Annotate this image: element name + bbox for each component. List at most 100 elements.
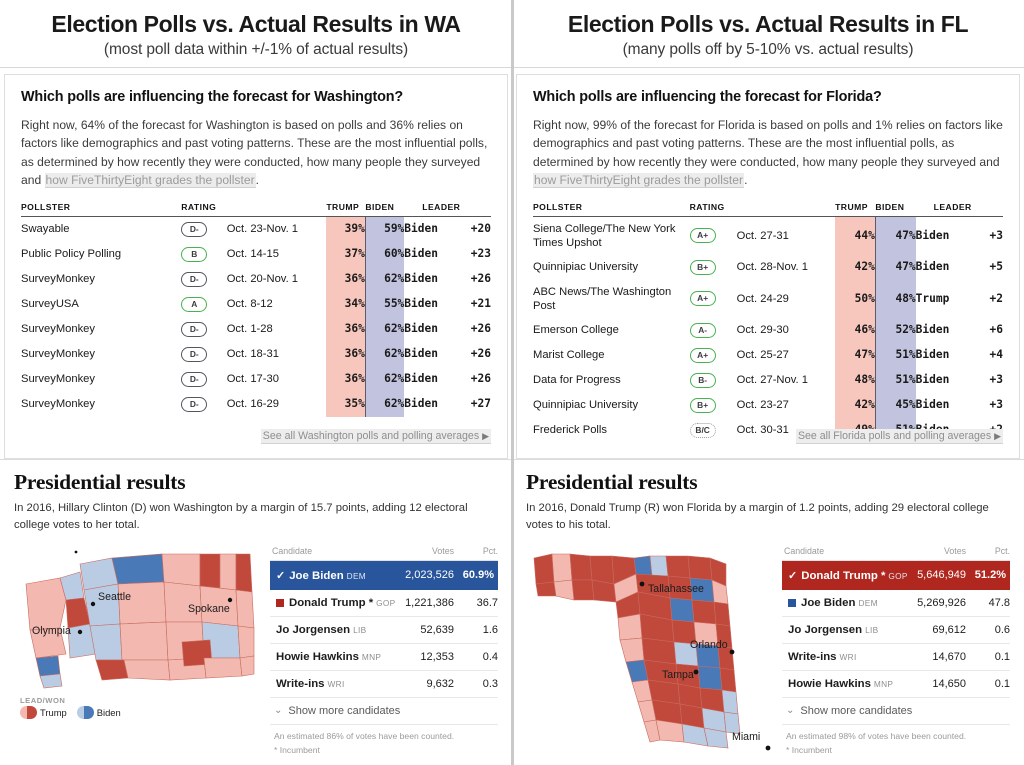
table-row[interactable]: SurveyUSA A Oct. 8-12 34% 55% Biden +21 (21, 291, 491, 317)
table-row[interactable]: ABC News/The Washington Post A+ Oct. 24-29… (533, 279, 1003, 318)
cell-dates: Oct. 14-15 (226, 248, 279, 260)
table-row[interactable]: Siena College/The New York Times Upshot A… (533, 216, 1003, 255)
wa-map-container: Seattle Spokane Olympia LEAD/WON Trump (14, 542, 262, 755)
cell-rating: D- (181, 342, 226, 367)
cell-votes: 5,269,926 (890, 589, 966, 617)
show-more-candidates-wa[interactable]: ⌄ Show more candidates (270, 698, 498, 725)
cell-rating: A- (689, 318, 737, 343)
wa-results-section: Presidential results In 2016, Hillary Cl… (0, 459, 512, 759)
cell-leader: Biden (404, 322, 438, 335)
cell-rating: B (181, 242, 226, 267)
cell-leader: Biden (915, 348, 950, 361)
cell-leader: Biden (404, 397, 438, 410)
table-row[interactable]: SurveyMonkey D- Oct. 20-Nov. 1 36% 62% Biden +… (21, 266, 491, 292)
pollster-grades-link[interactable]: how FiveThirtyEight grades the pollster (44, 173, 256, 189)
cell-rating: D- (181, 267, 226, 292)
cell-pollster: ABC News/The Washington Post (533, 285, 672, 312)
table-row[interactable]: SurveyMonkey D- Oct. 18-31 36% 62% Biden +26 (21, 341, 491, 367)
city-label-miami: Miami (732, 731, 760, 743)
pollster-grades-link-fl[interactable]: how FiveThirtyEight grades the pollster (533, 173, 745, 189)
fl-candidate-table-container: Candidate Votes Pct. ✓ Donald Trump * GOP 5… (782, 542, 1010, 755)
candidate-name: Write-ins (276, 677, 325, 690)
cell-trump-pct: 37% (326, 241, 366, 267)
show-more-candidates-fl[interactable]: ⌄ Show more candidates (782, 698, 1010, 725)
candidate-row[interactable]: Write-ins WRI 14,670 0.1 (782, 643, 1010, 671)
candidate-row[interactable]: Howie Hawkins MNP 14,650 0.1 (782, 670, 1010, 698)
cell-leader: Trump (915, 291, 950, 305)
table-row[interactable]: Emerson College A- Oct. 29-30 46% 52% Biden +6 (533, 317, 1003, 343)
fl-map-container: Tallahassee Orlando Tampa Miami (526, 542, 774, 755)
table-row[interactable]: SurveyMonkey D- Oct. 17-30 36% 62% Biden +26 (21, 366, 491, 392)
cell-rating: A+ (689, 343, 737, 368)
col-leader-fl: LEADER (915, 201, 1003, 217)
cell-pollster: SurveyUSA (21, 298, 79, 310)
candidates-header-row: Candidate Votes Pct. (270, 545, 498, 561)
candidate-name: Howie Hawkins (788, 677, 871, 690)
city-dot-olympia (77, 629, 83, 635)
results-note-fl: In 2016, Donald Trump (R) won Florida by… (526, 502, 989, 531)
table-row[interactable]: Quinnipiac University B+ Oct. 28-Nov. 1 42%… (533, 254, 1003, 280)
cell-pct: 36.7 (454, 589, 498, 617)
cell-rating: A+ (689, 216, 737, 255)
city-label-orlando: Orlando (690, 639, 728, 651)
wa-title-block: Election Polls vs. Actual Results in WA … (0, 0, 512, 68)
cell-dates: Oct. 20-Nov. 1 (226, 273, 299, 285)
pollster-rating-badge: D- (181, 346, 208, 362)
candidate-row[interactable]: Jo Jorgensen LIB 69,612 0.6 (782, 616, 1010, 644)
washington-county-map[interactable]: Seattle Spokane Olympia (14, 542, 262, 692)
cell-margin: +27 (470, 397, 491, 410)
cell-margin: +26 (470, 272, 491, 285)
cell-margin: +23 (470, 247, 491, 260)
city-label-seattle: Seattle (98, 591, 131, 603)
cell-biden-pct: 47% (874, 216, 916, 255)
candidate-row[interactable]: Joe Biden DEM 5,269,926 47.8 (782, 589, 1010, 617)
city-label-olympia: Olympia (32, 625, 71, 637)
cell-biden-pct: 51% (874, 367, 916, 393)
col-rating-fl: RATING (689, 201, 836, 217)
candidate-row[interactable]: ✓ Joe Biden DEM 2,023,526 60.9% (270, 560, 498, 590)
cell-votes: 12,353 (380, 643, 454, 671)
table-row[interactable]: Public Policy Polling B Oct. 14-15 37% 60% Bi… (21, 241, 491, 267)
col-trump-fl: TRUMP (835, 201, 876, 217)
cell-votes: 5,646,949 (890, 560, 966, 590)
cell-rating: B+ (689, 255, 737, 280)
cell-rating: B+ (689, 393, 737, 418)
cell-leader: Biden (404, 297, 438, 310)
cell-rating: A+ (689, 280, 737, 318)
cell-pollster: SurveyMonkey (21, 323, 95, 335)
candidate-party: MNP (361, 651, 382, 662)
table-row[interactable]: Data for Progress B- Oct. 27-Nov. 1 48% 51% B… (533, 367, 1003, 393)
fl-title-block: Election Polls vs. Actual Results in FL … (512, 0, 1024, 68)
table-row[interactable]: Quinnipiac University B+ Oct. 23-27 42% 45% B… (533, 392, 1003, 418)
candidate-row[interactable]: Donald Trump * GOP 1,221,386 36.7 (270, 589, 498, 617)
panel-divider (511, 0, 514, 765)
cell-pct: 0.3 (454, 670, 498, 698)
check-icon: ✓ (788, 569, 798, 582)
candidate-row[interactable]: Howie Hawkins MNP 12,353 0.4 (270, 643, 498, 671)
panel-fl: Election Polls vs. Actual Results in FL … (512, 0, 1024, 765)
table-row[interactable]: Marist College A+ Oct. 25-27 47% 51% Biden +4 (533, 342, 1003, 368)
florida-county-map[interactable]: Tallahassee Orlando Tampa Miami (526, 542, 776, 752)
city-dot-orlando (729, 649, 735, 655)
table-row[interactable]: Swayable D- Oct. 23-Nov. 1 39% 59% Biden +20 (21, 216, 491, 242)
candidate-row[interactable]: Write-ins WRI 9,632 0.3 (270, 670, 498, 698)
table-row[interactable]: SurveyMonkey D- Oct. 16-29 35% 62% Biden +27 (21, 391, 491, 417)
candidate-party: WRI (327, 678, 345, 689)
votes-counted-note-wa: An estimated 86% of votes have been coun… (274, 730, 455, 741)
candidate-row[interactable]: ✓ Donald Trump * GOP 5,646,949 51.2% (782, 560, 1010, 590)
poll-card-body-after: . (255, 173, 259, 188)
cell-candidate-name: Jo Jorgensen LIB (270, 616, 380, 644)
see-all-polls-link-fl[interactable]: See all Florida polls and polling averag… (795, 429, 1003, 444)
candidate-name: Howie Hawkins (276, 650, 359, 663)
party-color-swatch-icon (276, 598, 284, 607)
table-row[interactable]: SurveyMonkey D- Oct. 1-28 36% 62% Biden +26 (21, 316, 491, 342)
candidate-name: Write-ins (788, 650, 837, 663)
candidate-row[interactable]: Jo Jorgensen LIB 52,639 1.6 (270, 616, 498, 644)
see-all-polls-link-wa[interactable]: See all Washington polls and polling ave… (260, 429, 491, 444)
cell-pct: 0.4 (454, 643, 498, 671)
chevron-down-icon-fl: ⌄ (786, 705, 795, 717)
candidates-header-row-fl: Candidate Votes Pct. (782, 545, 1010, 561)
pollster-rating-badge: D- (181, 221, 208, 237)
col-biden-fl: BIDEN (875, 201, 916, 217)
cell-pollster: Public Policy Polling (21, 248, 122, 260)
